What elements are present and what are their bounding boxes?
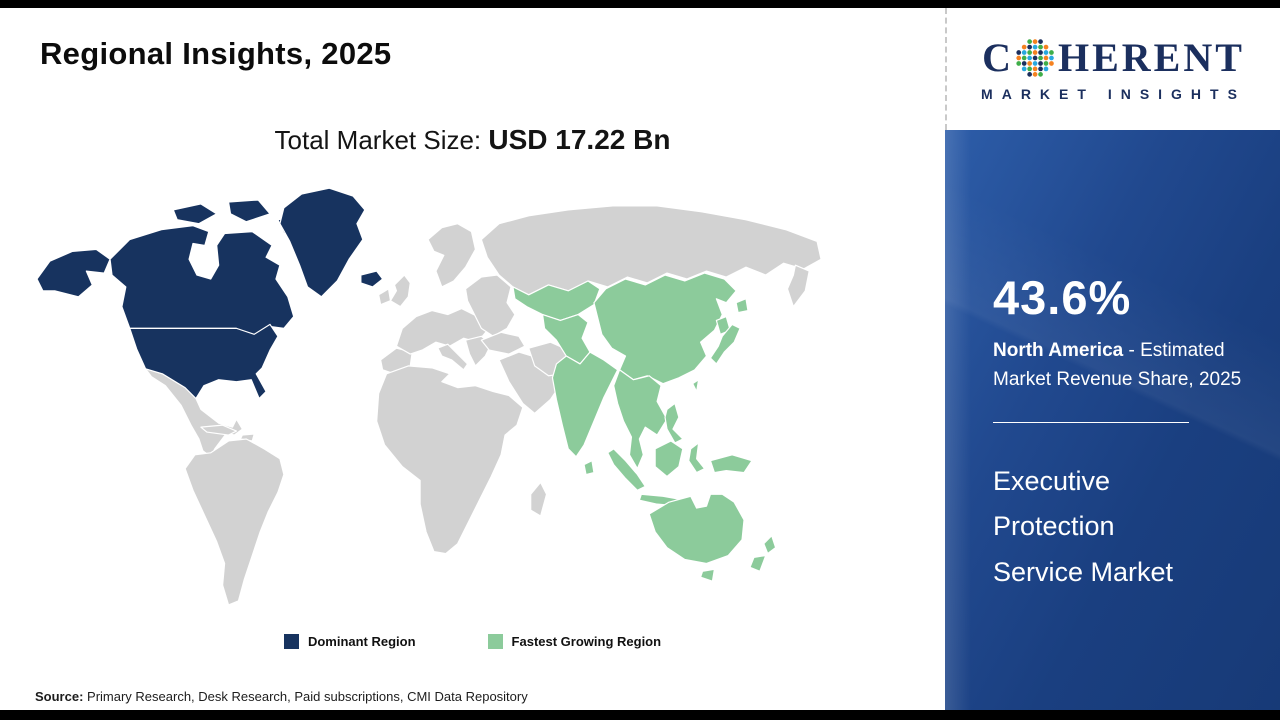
brand-logo: C HERENT MARKET INSIGHTS <box>945 8 1280 130</box>
landmass-alaska <box>36 248 111 298</box>
stat-value: 43.6% <box>993 271 1132 324</box>
landmass-philippines <box>664 402 684 444</box>
market-size-subtitle: Total Market Size: USD 17.22 Bn <box>0 124 945 156</box>
landmass-united-kingdom <box>389 274 411 308</box>
globe-dots-icon <box>1016 38 1054 77</box>
landmass-iceland <box>360 270 384 288</box>
stat-description: North America - Estimated Market Revenue… <box>993 337 1243 394</box>
legend-swatch-rect <box>487 634 503 649</box>
landmass-new-zealand-south <box>749 554 767 572</box>
top-border-bar <box>0 0 1280 8</box>
map-region-fastest-growing-asia-pacific <box>512 272 777 582</box>
landmass-borneo <box>654 440 684 478</box>
landmass-usa <box>129 323 279 400</box>
landmass-greenland <box>279 187 366 298</box>
legend-label-dominant: Dominant Region <box>307 634 416 649</box>
source-text: Primary Research, Desk Research, Paid su… <box>83 689 528 704</box>
legend-swatch-rect <box>283 634 299 649</box>
landmass-scandinavia <box>427 223 477 288</box>
world-map <box>35 180 825 618</box>
divider-line <box>993 422 1189 423</box>
brand-letter-c: C <box>982 34 1014 80</box>
legend-swatch-fastest-growing <box>487 634 503 649</box>
landmass-australia <box>648 493 745 564</box>
brand-tagline: MARKET INSIGHTS <box>981 85 1246 102</box>
landmass-taiwan <box>692 379 700 393</box>
landmass-ireland <box>378 288 392 306</box>
sidebar-panel: 43.6% North America - Estimated Market R… <box>945 130 1280 710</box>
market-size-value: USD 17.22 Bn <box>488 124 671 155</box>
stat-region: North America <box>993 340 1124 361</box>
landmass-southeast-asia <box>613 369 668 470</box>
landmass-africa <box>376 365 524 555</box>
map-region-dominant-north-america <box>36 187 384 400</box>
landmass-japan <box>709 323 741 365</box>
landmass-eastern-europe <box>464 274 516 337</box>
market-size-label: Total Market Size: <box>274 125 489 155</box>
world-map-svg <box>36 187 822 606</box>
landmass-new-zealand-north <box>763 535 777 555</box>
source-note: Source: Primary Research, Desk Research,… <box>35 689 528 704</box>
landmass-tasmania <box>699 568 715 582</box>
page-title: Regional Insights, 2025 <box>40 36 392 71</box>
bottom-border-bar <box>0 710 1280 720</box>
brand-wordmark: C HERENT <box>982 37 1245 79</box>
landmass-cuba <box>200 424 238 436</box>
landmass-hokkaido <box>735 298 749 314</box>
landmass-kamchatka <box>786 264 810 308</box>
report-title: Executive Protection Service Market <box>993 466 1174 587</box>
legend-item-dominant: Dominant Region <box>283 634 416 649</box>
landmass-turkey <box>480 331 526 355</box>
landmass-india <box>551 351 619 458</box>
landmass-arctic-island-1 <box>172 203 218 225</box>
landmass-canada <box>109 225 295 337</box>
landmass-new-guinea <box>709 454 753 474</box>
landmass-sumatra <box>607 448 646 491</box>
landmass-sulawesi <box>688 442 706 474</box>
legend-item-fastest-growing: Fastest Growing Region <box>487 634 662 649</box>
source-label: Source: <box>35 689 84 704</box>
landmass-italy <box>437 343 469 371</box>
legend-label-fastest-growing: Fastest Growing Region <box>511 634 662 649</box>
landmass-south-america <box>184 438 285 606</box>
legend-swatch-dominant <box>283 634 299 649</box>
brand-letters-rest: HERENT <box>1057 34 1245 80</box>
map-legend: Dominant Region Fastest Growing Region <box>0 634 945 649</box>
landmass-madagascar <box>530 481 548 517</box>
stat-description-rest: - Estimated Market Revenue Share, 2025 <box>993 340 1242 390</box>
landmass-sri-lanka <box>583 460 595 476</box>
landmass-china-mongolia <box>593 272 737 385</box>
main-panel: Regional Insights, 2025 Total Market Siz… <box>0 8 945 710</box>
landmass-arctic-island-2 <box>227 199 271 223</box>
